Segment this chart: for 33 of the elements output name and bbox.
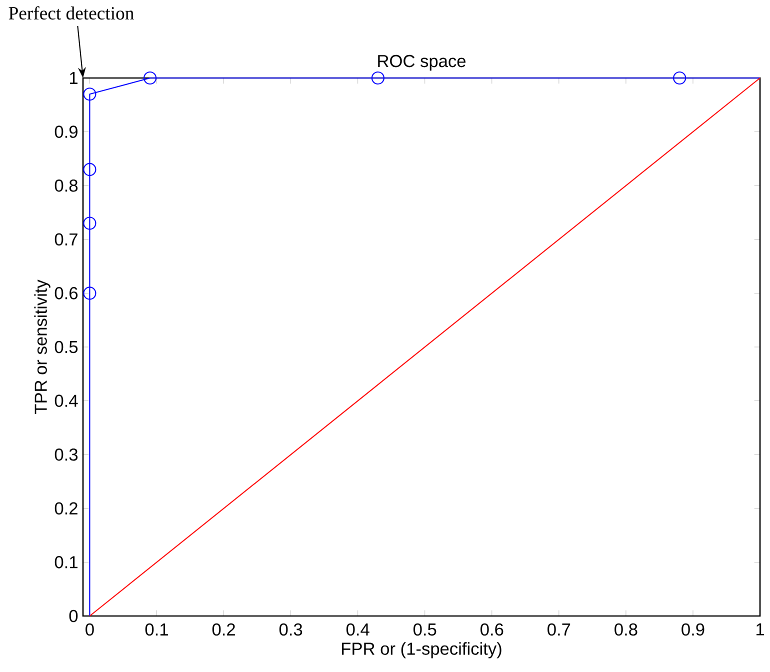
x-tick-label: 0.1 [145, 623, 168, 636]
y-tick-label: 0.6 [54, 287, 78, 300]
x-axis-title: FPR or (1-specificity) [342, 642, 502, 658]
chart-title: ROC space [378, 54, 466, 71]
point [83, 216, 96, 230]
y-tick-label: 0.5 [54, 340, 78, 354]
y-tick-label: 1 [70, 72, 78, 84]
x-tick-label: 1 [756, 623, 764, 636]
y-tick-label: 0.4 [54, 394, 78, 407]
y-tick-label: 0.9 [54, 126, 78, 138]
point [83, 88, 96, 101]
x-tick-label: 0 [86, 623, 94, 636]
text: Perfect detection [8, 6, 134, 20]
y-axis-title: TPR or sensitivity [34, 280, 50, 414]
point [144, 71, 157, 85]
x-tick-label: 0.2 [212, 623, 235, 636]
x-tick-label: 0.5 [413, 623, 436, 636]
point [83, 286, 96, 300]
point [83, 162, 96, 176]
x-tick-label: 0.4 [346, 623, 370, 636]
x-tick-label: 0.8 [614, 623, 638, 636]
point [371, 71, 384, 85]
x-tick-label: 0.9 [682, 623, 704, 636]
y-tick-label: 0.8 [54, 179, 78, 192]
y-tick-label: 0 [69, 610, 78, 622]
y-tick-label: 0.2 [54, 502, 78, 515]
x-tick-label: 0.6 [480, 623, 504, 636]
point [673, 71, 686, 85]
y-tick-label: 0.3 [54, 448, 78, 461]
y-tick-label: 0.7 [54, 233, 78, 246]
y-tick-label: 0.1 [54, 556, 78, 568]
x-tick-label: 0.3 [279, 623, 302, 636]
x-tick-label: 0.7 [548, 623, 570, 636]
